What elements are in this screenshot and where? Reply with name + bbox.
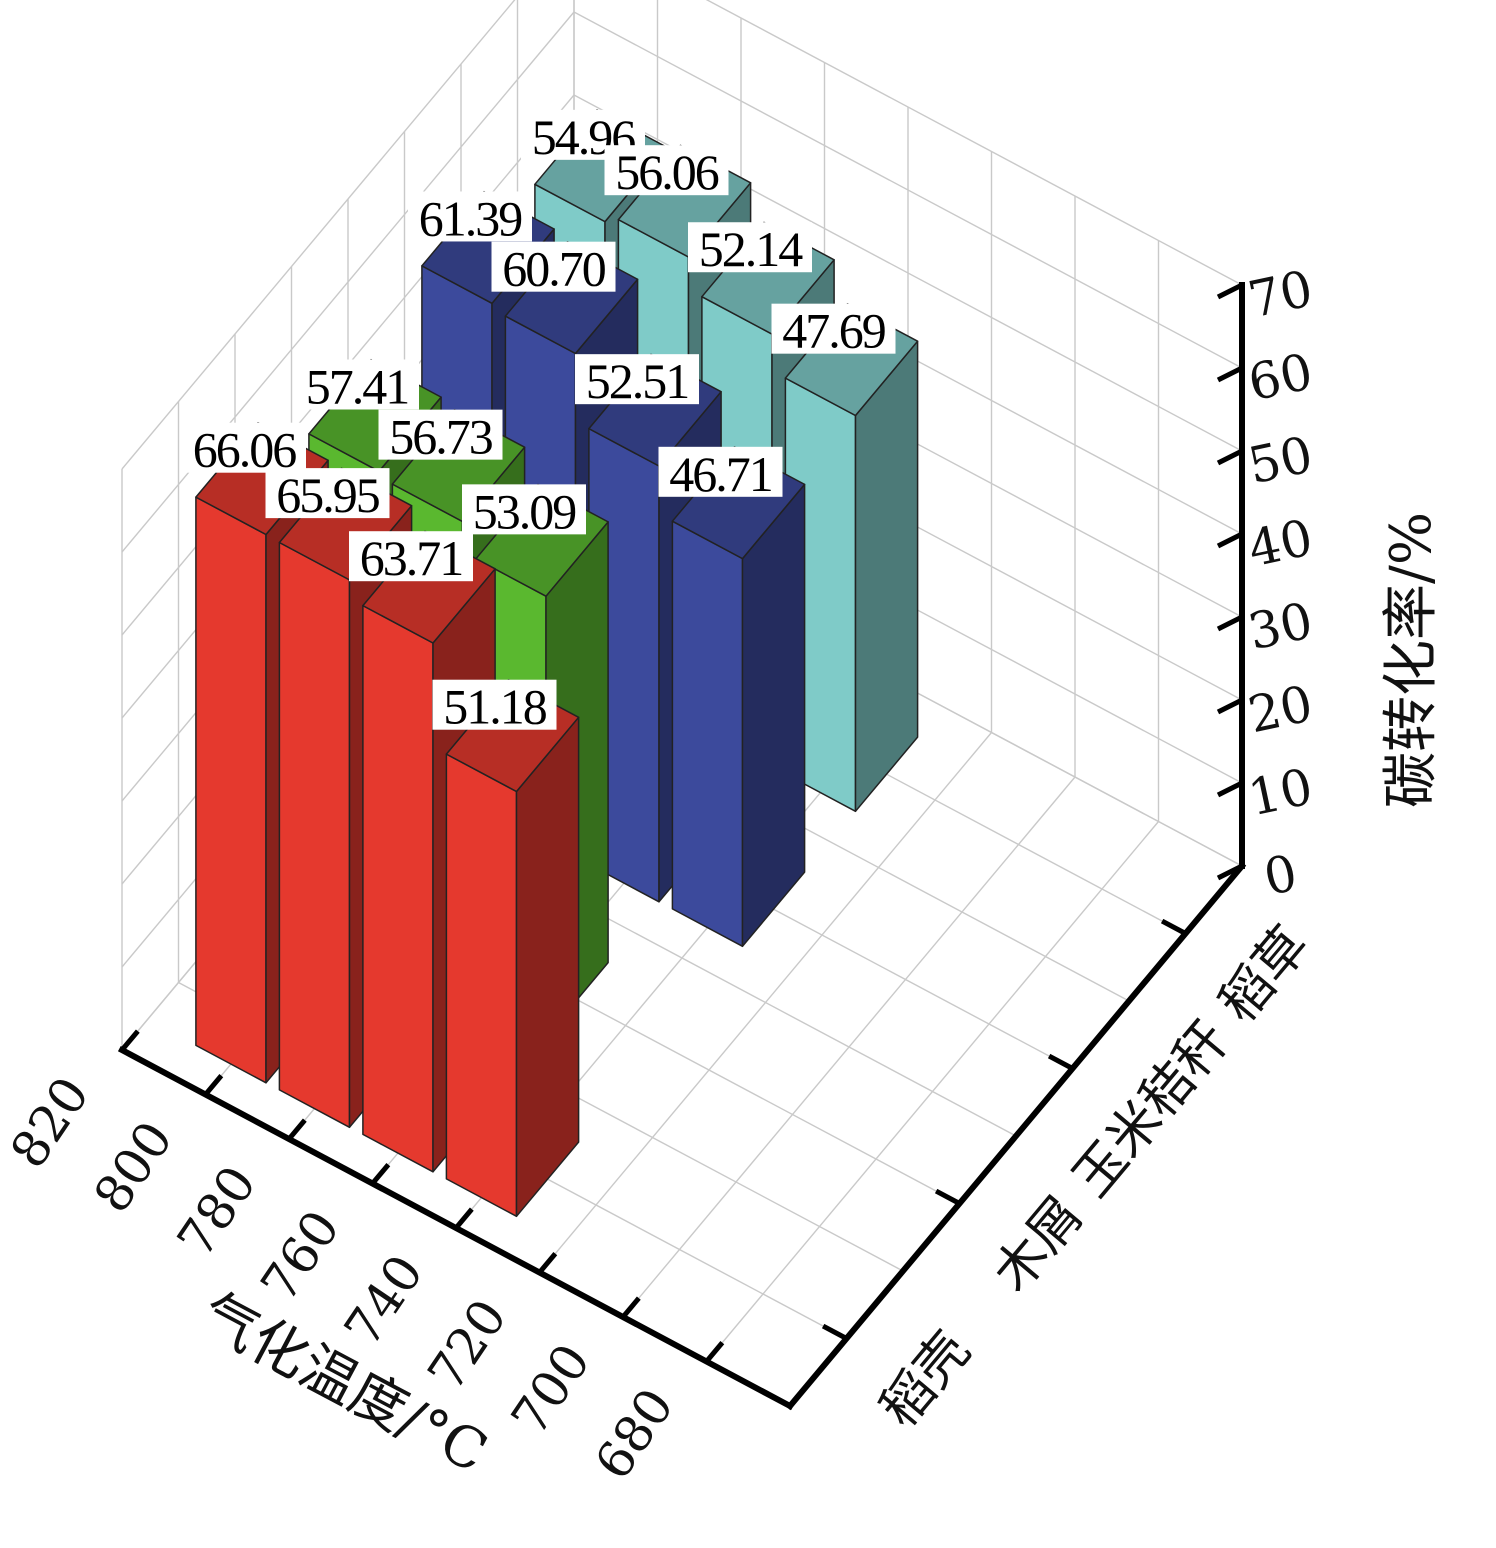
bar-front-face — [445, 753, 518, 1218]
category-label: 木屑 — [982, 1185, 1095, 1303]
bars — [195, 109, 919, 1218]
x-tick — [704, 1340, 725, 1364]
x-tick-label: 780 — [166, 1156, 267, 1268]
z-tick-label: 20 — [1243, 674, 1317, 744]
data-label-box — [432, 679, 557, 730]
z-tick — [1216, 697, 1244, 715]
data-label-box — [408, 191, 532, 242]
x-tick-label: 800 — [83, 1111, 184, 1223]
data-label-box — [462, 484, 586, 535]
data-label: 61.39 — [408, 190, 532, 246]
bar-front-face — [195, 496, 267, 1084]
data-label: 63.71 — [349, 530, 473, 586]
x-tick-label: 720 — [417, 1289, 518, 1401]
z-tick-label: 10 — [1243, 757, 1317, 827]
data-label-value: 52.51 — [586, 353, 689, 409]
z-tick-label: 60 — [1243, 342, 1317, 412]
data-label-box — [265, 468, 390, 519]
z-tick-label: 40 — [1243, 508, 1317, 578]
data-label: 56.73 — [378, 409, 503, 465]
data-label-value: 61.39 — [419, 190, 522, 246]
bar-front-face — [671, 520, 744, 948]
category-tick — [1160, 918, 1187, 936]
data-label-box — [295, 359, 419, 410]
data-labels: 54.9656.0652.1447.6961.3960.7052.5146.71… — [182, 109, 896, 735]
z-tick — [1216, 365, 1244, 383]
data-label: 52.14 — [688, 221, 812, 277]
data-label-value: 57.41 — [306, 358, 409, 414]
data-label: 53.09 — [462, 483, 586, 539]
data-label-box — [771, 303, 896, 354]
data-label: 57.41 — [295, 358, 419, 414]
data-label: 46.71 — [658, 446, 783, 502]
data-label-box — [378, 409, 503, 460]
x-tick-label: 680 — [584, 1378, 685, 1490]
category-label: 稻草 — [1208, 915, 1321, 1033]
data-label-value: 65.95 — [276, 467, 380, 523]
data-label-value: 51.18 — [443, 679, 547, 735]
bar-side-face — [854, 340, 919, 813]
z-tick-label: 30 — [1243, 591, 1317, 661]
data-label-value: 47.69 — [782, 303, 885, 359]
z-tick-label: 50 — [1243, 425, 1317, 495]
x-tick-label: 820 — [0, 1067, 101, 1179]
data-label-value: 56.73 — [389, 409, 493, 465]
data-label: 52.51 — [575, 353, 699, 409]
z-tick — [1216, 863, 1244, 881]
data-label-value: 63.71 — [360, 530, 463, 586]
z-tick — [1216, 531, 1244, 549]
category-tick — [821, 1323, 848, 1341]
x-tick — [287, 1118, 307, 1141]
bar-side-face — [515, 716, 580, 1218]
x-tick — [120, 1029, 140, 1052]
x-tick-label: 760 — [250, 1200, 351, 1312]
z-tick — [1216, 614, 1244, 632]
bar-玉米秸秆-740 — [671, 446, 806, 948]
data-label-box — [575, 354, 699, 405]
x-tick — [370, 1162, 391, 1186]
bar-front-face — [278, 541, 351, 1129]
data-label-box — [604, 145, 729, 196]
x-tick-label: 740 — [333, 1245, 434, 1357]
z-tick — [1216, 282, 1244, 300]
bar-front-face — [362, 604, 434, 1173]
category-tick — [934, 1188, 961, 1206]
category-label: 稻壳 — [869, 1320, 982, 1438]
z-axis-title: 碳转化率/% — [1379, 512, 1444, 808]
data-label: 60.70 — [491, 241, 616, 297]
z-tick-label: 0 — [1259, 844, 1302, 907]
data-label-value: 52.14 — [699, 221, 804, 277]
data-label: 56.06 — [604, 144, 729, 200]
z-tick-label: 70 — [1243, 259, 1317, 329]
bar-稻壳-740 — [445, 679, 580, 1218]
bar-side-face — [741, 483, 806, 948]
data-label-value: 60.70 — [502, 241, 606, 297]
data-label-value: 46.71 — [669, 446, 772, 502]
data-label: 66.06 — [182, 422, 306, 478]
data-label: 47.69 — [771, 303, 896, 359]
x-tick — [621, 1296, 641, 1319]
category-tick — [1047, 1053, 1074, 1071]
z-tick — [1216, 448, 1244, 466]
data-label-box — [688, 222, 812, 273]
category-label: 玉米秸秆 — [1062, 1011, 1242, 1209]
z-tick — [1216, 780, 1244, 798]
data-label-box — [658, 446, 783, 497]
x-tick — [203, 1073, 224, 1097]
data-label-box — [182, 422, 306, 473]
x-tick-label: 700 — [500, 1334, 601, 1446]
data-label-box — [491, 241, 616, 292]
x-tick — [454, 1207, 474, 1230]
x-tick — [537, 1251, 558, 1275]
data-label-box — [349, 531, 473, 582]
data-label: 65.95 — [265, 467, 390, 523]
data-label-value: 53.09 — [473, 483, 576, 539]
data-label: 51.18 — [432, 679, 557, 735]
category-axis-line — [785, 861, 1247, 1411]
data-label-value: 56.06 — [615, 144, 719, 200]
